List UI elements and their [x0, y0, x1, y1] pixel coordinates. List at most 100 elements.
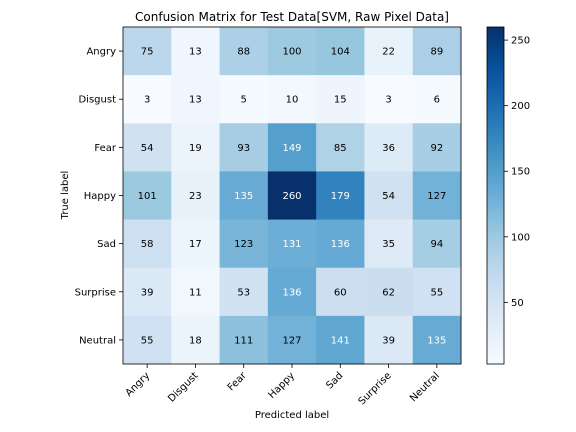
matrix-cell [171, 315, 221, 365]
matrix-cell [364, 171, 414, 221]
matrix-cell-value: 94 [430, 239, 443, 250]
matrix-cell-value: 53 [237, 287, 250, 298]
matrix-cell-value: 123 [234, 239, 253, 250]
x-tick-label: Disgust [166, 370, 200, 404]
matrix-cell-value: 35 [382, 239, 395, 250]
matrix-cell-value: 17 [189, 239, 202, 250]
matrix-cell [219, 27, 269, 76]
matrix-cell-value: 179 [331, 191, 350, 202]
matrix-cell [123, 123, 172, 172]
x-tick-label: Angry [124, 370, 153, 399]
matrix-cell [219, 315, 269, 365]
y-tick-label: Surprise [75, 287, 116, 298]
matrix-cell-value: 149 [282, 143, 301, 154]
matrix-cell [171, 171, 221, 221]
colorbar-tick-label: 250 [511, 36, 530, 47]
colorbar [486, 26, 505, 365]
matrix-cell-value: 136 [331, 239, 350, 250]
matrix-cell [412, 123, 462, 172]
matrix-cell-value: 62 [382, 287, 395, 298]
matrix-cell-value: 101 [138, 191, 157, 202]
matrix-cell [364, 219, 414, 269]
matrix-cell [316, 75, 365, 124]
matrix-cell [364, 267, 414, 317]
matrix-cell [123, 171, 172, 221]
matrix-cell [364, 27, 414, 76]
matrix-cell [412, 219, 462, 269]
matrix-cell [412, 267, 462, 317]
y-tick-label: Sad [97, 239, 116, 250]
matrix-cell [316, 27, 365, 76]
matrix-cell-value: 18 [189, 335, 202, 346]
matrix-cell [123, 315, 172, 365]
matrix-cell-value: 6 [434, 95, 440, 106]
matrix-cell-value: 89 [430, 47, 443, 58]
matrix-cell [316, 267, 365, 317]
matrix-cell [171, 219, 221, 269]
y-axis-ticks: Angry Disgust Fear Happy Sad Surprise Neutral [75, 47, 123, 346]
matrix-cell-value: 36 [382, 143, 395, 154]
matrix-cell-value: 54 [141, 143, 154, 154]
x-tick-label: Happy [267, 370, 298, 401]
matrix-cell [219, 123, 269, 172]
matrix-cell [219, 75, 269, 124]
matrix-cell [123, 219, 172, 269]
matrix-cells [123, 27, 462, 365]
matrix-cell-value: 135 [234, 191, 253, 202]
matrix-cell [267, 123, 317, 172]
matrix-cell-value: 55 [430, 287, 443, 298]
matrix-cell [171, 123, 221, 172]
matrix-cell-value: 136 [282, 287, 301, 298]
matrix-cell-labels: 75 13 88 100 104 22 893 13 5 10 15 3 654 19 93 149 85 36 9… [138, 47, 447, 347]
matrix-cell [219, 267, 269, 317]
matrix-cell [316, 171, 365, 221]
matrix-cell [412, 171, 462, 221]
matrix-cell [412, 315, 462, 365]
matrix-cell-value: 127 [282, 335, 301, 346]
matrix-cell-value: 22 [382, 47, 395, 58]
matrix-cell-value: 88 [237, 47, 250, 58]
matrix-cell-value: 10 [286, 95, 299, 106]
matrix-cell-value: 260 [282, 191, 301, 202]
matrix-cell-value: 11 [189, 287, 202, 298]
matrix-cell [267, 27, 317, 76]
matrix-cell-value: 104 [331, 47, 350, 58]
colorbar-tick-label: 200 [511, 101, 530, 112]
colorbar-tick-label: 50 [511, 298, 524, 309]
matrix-cell [316, 219, 365, 269]
matrix-cell [171, 75, 221, 124]
matrix-cell-value: 23 [189, 191, 202, 202]
matrix-cell [219, 219, 269, 269]
matrix-cell [364, 123, 414, 172]
matrix-cell-value: 39 [141, 287, 154, 298]
matrix-cell-value: 39 [382, 335, 395, 346]
chart-title: Confusion Matrix for Test Data[SVM, Raw … [135, 10, 449, 24]
matrix-cell [364, 315, 414, 365]
matrix-cell [123, 75, 172, 124]
matrix-cell-value: 15 [334, 95, 347, 106]
matrix-cell-value: 135 [427, 335, 446, 346]
y-axis-label: True label [60, 171, 71, 221]
matrix-cell-value: 131 [282, 239, 301, 250]
x-tick-label: Sad [324, 370, 345, 391]
matrix-cell-value: 141 [331, 335, 350, 346]
matrix-cell-value: 127 [427, 191, 446, 202]
colorbar-tick-label: 100 [511, 232, 530, 243]
matrix-cell [412, 27, 462, 76]
x-axis-ticks: Angry Disgust Fear Happy Sad Surprise Neutral [124, 364, 442, 407]
x-axis-label: Predicted label [255, 410, 329, 421]
matrix-cell-value: 3 [385, 95, 391, 106]
matrix-cell-value: 13 [189, 47, 202, 58]
matrix-cell [123, 267, 172, 317]
matrix-cell-value: 92 [430, 143, 443, 154]
matrix-cell [267, 219, 317, 269]
matrix-cell [267, 267, 317, 317]
matrix-cell [171, 267, 221, 317]
matrix-cell [123, 27, 172, 76]
matrix-cell [267, 315, 317, 365]
colorbar-ticks: 50 100 150 200 250 [504, 36, 530, 309]
x-tick-label: Surprise [357, 370, 394, 407]
matrix-cell-value: 13 [189, 95, 202, 106]
matrix-cell-value: 5 [241, 95, 247, 106]
x-tick-label: Fear [226, 370, 250, 394]
